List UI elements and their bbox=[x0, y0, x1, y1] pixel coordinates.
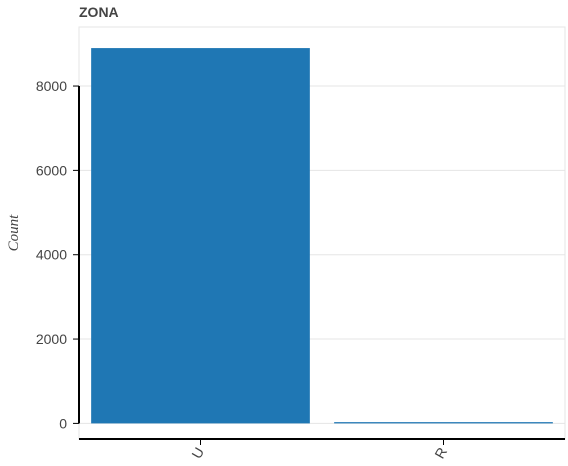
y-tick-label: 2000 bbox=[36, 331, 67, 347]
y-tick-label: 8000 bbox=[36, 78, 67, 94]
x-tick-label: R bbox=[431, 445, 450, 462]
y-tick-label: 0 bbox=[59, 415, 67, 431]
y-tick-label: 6000 bbox=[36, 162, 67, 178]
chart-title: ZONA bbox=[79, 4, 119, 20]
bar-R bbox=[334, 422, 553, 424]
y-axis-label: Count bbox=[6, 214, 22, 252]
x-tick-label: U bbox=[188, 445, 207, 462]
bars bbox=[91, 48, 553, 424]
y-tick-label: 4000 bbox=[36, 247, 67, 263]
bar-U bbox=[91, 48, 310, 424]
y-axis: 0 2000 4000 6000 8000 bbox=[36, 78, 80, 431]
